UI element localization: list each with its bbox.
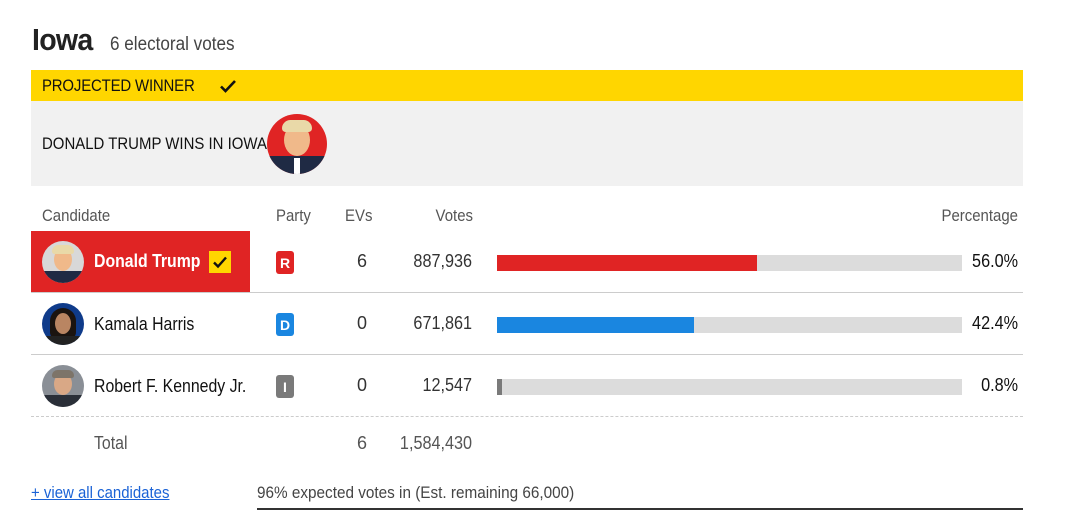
candidate-row: Donald Trump R 6 887,936 56.0%	[31, 231, 1023, 293]
view-all-candidates-link[interactable]: + view all candidates	[31, 483, 170, 502]
candidate-evs: 0	[356, 375, 367, 395]
winner-avatar	[267, 113, 327, 174]
row-divider	[31, 354, 1023, 355]
column-header-party: Party	[276, 206, 311, 225]
vote-share-bar	[497, 255, 962, 271]
column-header-evs: EVs	[345, 206, 373, 225]
vote-share-bar	[497, 317, 962, 333]
candidate-cell: Robert F. Kennedy Jr.	[31, 355, 250, 417]
candidate-cell: Kamala Harris	[31, 293, 250, 355]
candidate-votes: 671,861	[413, 313, 472, 333]
expected-votes-text: 96% expected votes in (Est. remaining 66…	[257, 483, 575, 502]
row-divider	[31, 292, 1023, 293]
candidate-avatar	[42, 303, 84, 345]
candidate-cell: Donald Trump	[31, 231, 250, 292]
candidate-row: Kamala Harris D 0 671,861 42.4%	[31, 293, 1023, 355]
vote-share-fill	[497, 317, 695, 333]
candidate-percentage: 56.0%	[972, 251, 1018, 271]
candidate-evs: 0	[356, 313, 367, 333]
vote-share-fill	[497, 379, 502, 395]
winner-check-icon	[209, 250, 231, 273]
candidate-name: Kamala Harris	[94, 313, 195, 334]
checkmark-icon	[220, 79, 237, 93]
winner-message: DONALD TRUMP WINS IN IOWA	[42, 133, 267, 153]
total-row: Total 6 1,584,430	[31, 420, 1023, 464]
candidate-avatar	[42, 240, 84, 283]
candidate-row: Robert F. Kennedy Jr. I 0 12,547 0.8%	[31, 355, 1023, 417]
candidate-percentage: 42.4%	[972, 313, 1018, 333]
vote-share-fill	[497, 255, 758, 271]
candidate-avatar	[42, 365, 84, 407]
candidate-evs: 6	[356, 251, 367, 271]
party-badge: R	[276, 251, 294, 274]
row-divider	[31, 416, 1023, 417]
total-evs: 6	[356, 433, 367, 453]
party-badge: I	[276, 375, 294, 398]
column-header-candidate: Candidate	[42, 206, 111, 225]
candidate-votes: 12,547	[422, 375, 472, 395]
candidate-name: Robert F. Kennedy Jr.	[94, 375, 247, 396]
projected-winner-banner: PROJECTED WINNER	[31, 70, 1023, 101]
electoral-votes-label: 6 electoral votes	[109, 34, 235, 55]
projected-winner-label: PROJECTED WINNER	[42, 75, 195, 95]
party-badge: D	[276, 313, 294, 336]
projected-winner-box: DONALD TRUMP WINS IN IOWA	[31, 101, 1023, 186]
total-label: Total	[94, 433, 128, 453]
total-votes: 1,584,430	[399, 433, 472, 453]
race-header: Iowa 6 electoral votes	[32, 22, 248, 58]
state-title: Iowa	[32, 22, 93, 57]
candidate-name: Donald Trump	[94, 251, 201, 271]
vote-share-bar	[497, 379, 962, 395]
column-header-votes: Votes	[435, 206, 473, 225]
column-header-percentage: Percentage	[941, 206, 1018, 225]
candidate-percentage: 0.8%	[981, 375, 1018, 395]
expected-votes-progress-line	[257, 508, 1023, 510]
candidate-votes: 887,936	[413, 251, 472, 271]
